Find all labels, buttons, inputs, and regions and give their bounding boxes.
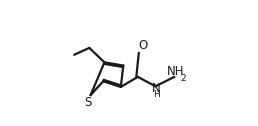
Text: 2: 2 <box>180 74 186 83</box>
Text: S: S <box>84 96 92 109</box>
Text: O: O <box>138 39 147 52</box>
Text: N: N <box>152 82 160 95</box>
Text: H: H <box>153 90 160 99</box>
Text: NH: NH <box>167 65 185 78</box>
